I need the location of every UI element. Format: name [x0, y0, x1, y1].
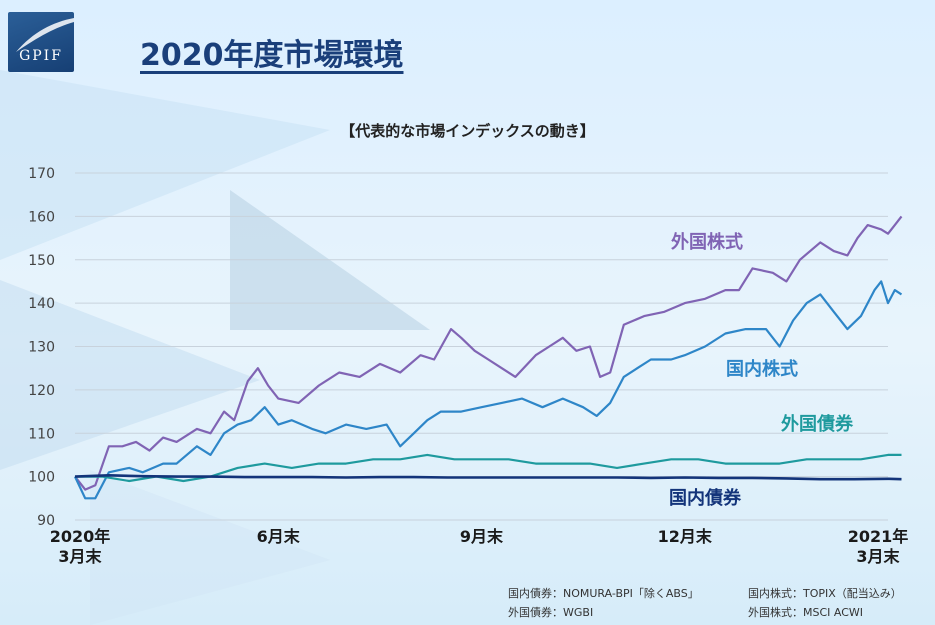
- x-tick-label-line: 12月末: [658, 527, 713, 546]
- x-tick-label: 12月末: [658, 527, 713, 546]
- series-line-0: [74, 215, 903, 491]
- y-tick-label: 160: [28, 209, 55, 225]
- y-tick-label: 90: [37, 513, 55, 529]
- series-label-3: 国内債券: [669, 487, 742, 509]
- series-label-1: 国内株式: [726, 358, 798, 380]
- series-line-1: [74, 280, 903, 500]
- x-tick-label: 2021年 3月末: [848, 527, 909, 566]
- x-tick-label-line: 3月末: [856, 547, 900, 566]
- series-line-3: [74, 474, 902, 481]
- source-note-foreign-stocks: 外国株式：MSCI ACWI: [748, 606, 864, 619]
- x-tick-label-line: 2020年: [50, 527, 111, 546]
- source-notes: 国内債券：NOMURA-BPI「除くABS」 国内株式：TOPIX（配当込み） …: [508, 585, 935, 620]
- source-note-domestic-stocks: 国内株式：TOPIX（配当込み）: [748, 587, 902, 600]
- source-note-domestic-bonds: 国内債券：NOMURA-BPI「除くABS」: [508, 587, 699, 600]
- series-label-0: 外国株式: [671, 231, 743, 253]
- y-tick-label: 150: [28, 253, 55, 269]
- chart-title: 【代表的な市場インデックスの動き】: [340, 122, 595, 140]
- x-tick-label: 2020年 3月末: [50, 527, 111, 566]
- page-title: 2020年度市場環境: [140, 38, 404, 73]
- source-note-foreign-bonds: 外国債券：WGBI: [508, 606, 594, 619]
- y-tick-label: 110: [28, 426, 55, 442]
- logo-swoosh-icon: [16, 18, 74, 52]
- x-tick-label-line: 3月末: [58, 547, 102, 566]
- gpif-logo: GPIF: [8, 12, 74, 72]
- logo-text: GPIF: [19, 48, 63, 64]
- chart-grid: [75, 172, 888, 521]
- x-tick-label-line: 9月末: [460, 527, 504, 546]
- y-tick-label: 120: [28, 383, 55, 399]
- y-tick-label: 170: [28, 166, 55, 182]
- x-tick-label: 6月末: [257, 527, 301, 546]
- x-tick-label-line: 6月末: [257, 527, 301, 546]
- series-line-2: [75, 453, 902, 483]
- y-tick-label: 100: [28, 470, 55, 486]
- y-tick-label: 140: [28, 296, 55, 312]
- x-tick-label-line: 2021年: [848, 527, 909, 546]
- y-tick-label: 130: [28, 340, 55, 356]
- series-label-2: 外国債券: [781, 413, 854, 435]
- x-tick-label: 9月末: [460, 527, 504, 546]
- chart-series: [74, 215, 903, 500]
